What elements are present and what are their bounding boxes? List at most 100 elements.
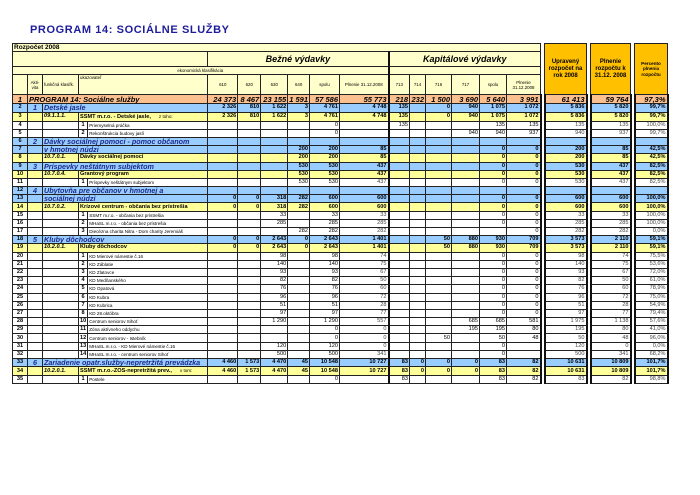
capital-expense-cell: 0 — [451, 357, 481, 368]
capital-expense-cell — [451, 169, 481, 179]
current-expense-cell: 140 — [260, 259, 289, 269]
header-capital-col: 717 — [451, 74, 481, 96]
capital-expense-cell: 0 — [479, 284, 508, 294]
current-expense-cell — [237, 136, 262, 147]
current-expense-cell: 1 290 — [260, 317, 289, 327]
current-expense-cell: 1 401 — [339, 243, 390, 253]
current-expense-cell: 85 — [339, 145, 390, 155]
table-row: 14 10.7.0.2. Krízové centrum - občania bez… — [12, 202, 669, 212]
spacer — [586, 211, 591, 220]
capital-expense-cell — [387, 210, 411, 220]
item-index: 8 — [77, 308, 89, 319]
spacer — [586, 293, 591, 302]
spacer — [540, 284, 545, 293]
percent-cell: 100,0% — [633, 120, 669, 130]
capital-expense-cell — [409, 103, 427, 113]
table-row: 27 8 KD 28.októbra 97 97 77 0 0 97 77 79,4% — [12, 308, 669, 319]
current-expense-cell — [207, 349, 239, 360]
capital-expense-cell: 135 — [506, 120, 542, 130]
group-label: sociálnej núdzi — [41, 194, 209, 204]
capital-expense-cell — [425, 226, 453, 237]
current-expense-cell: 98 — [309, 251, 341, 261]
item-label: Diecézna charita Nitra - Dom charity Jer… — [87, 226, 209, 237]
fulfilment-cell — [589, 136, 632, 147]
functional-class: 10.7.0.2. — [42, 202, 79, 212]
current-expense-cell — [207, 153, 239, 163]
table-row: 10 10.7.0.4. Grantový program 530 530 437 0 0 53… — [12, 169, 669, 179]
activity-number — [27, 218, 43, 229]
fulfilment-cell: 59 764 — [589, 94, 632, 105]
current-expense-cell: 0 — [309, 120, 341, 130]
capital-expense-cell — [409, 317, 427, 327]
percent-cell: 57,6% — [633, 317, 669, 327]
capital-expense-cell — [409, 375, 427, 385]
capital-expense-cell — [409, 308, 427, 319]
current-expense-cell — [237, 226, 262, 237]
capital-expense-cell — [451, 194, 481, 204]
capital-expense-cell: 940 — [451, 103, 481, 113]
capital-expense-cell — [451, 333, 481, 343]
capital-expense-cell: 82 — [506, 366, 542, 377]
item-label: Centrum seniorov Sihoť — [87, 317, 209, 327]
item-label: KD Záblatie — [87, 259, 209, 269]
adjusted-budget-cell: 200 — [543, 145, 588, 155]
item-index: 13 — [77, 341, 89, 351]
current-expense-cell: 4 748 — [339, 103, 390, 113]
current-expense-cell: 96 — [260, 292, 289, 302]
capital-expense-cell — [451, 218, 481, 229]
table-row: 16 2 MHaSL m.r.o. - občania bez prístrešia… — [12, 218, 669, 229]
capital-expense-cell: 50 — [425, 235, 453, 245]
capital-expense-cell — [387, 177, 411, 188]
current-expense-cell — [287, 120, 311, 130]
percent-cell: 59,1% — [633, 235, 669, 245]
adjusted-budget-cell: 10 631 — [543, 357, 588, 368]
adjusted-budget-cell: 940 — [543, 128, 588, 138]
adjusted-budget-cell: 530 — [543, 177, 588, 188]
capital-expense-cell — [451, 251, 481, 261]
row-number: 16 — [12, 218, 28, 229]
header-plnenie: Plnenie rozpočtu k 31.12. 2008 — [590, 42, 632, 96]
header-funk: funkčná klasifk. — [42, 74, 79, 96]
percent-cell — [633, 186, 669, 196]
capital-expense-cell: 930 — [479, 243, 508, 253]
fulfilment-cell: 282 — [589, 226, 632, 237]
activity-number — [27, 284, 43, 294]
capital-expense-cell — [506, 341, 542, 351]
capital-expense-cell — [409, 243, 427, 253]
current-expense-cell: 341 — [339, 349, 390, 360]
capital-expense-cell — [479, 136, 508, 147]
current-expense-cell: 77 — [339, 308, 390, 319]
current-expense-cell: 93 — [309, 267, 341, 278]
capital-expense-cell — [425, 120, 453, 130]
current-expense-cell: 0 — [339, 325, 390, 335]
fulfilment-cell: 2 110 — [589, 243, 632, 253]
item-index: 1 — [77, 375, 89, 385]
spacer — [630, 112, 635, 122]
capital-expense-cell: 940 — [479, 128, 508, 138]
fulfilment-cell: 72 — [589, 292, 632, 302]
functional-class — [42, 276, 79, 286]
spacer — [540, 153, 545, 162]
row-number: 24 — [12, 284, 28, 294]
fulfilment-cell: 1 138 — [589, 317, 632, 327]
capital-expense-cell — [425, 276, 453, 286]
current-expense-cell: 437 — [339, 169, 390, 179]
spacer — [586, 112, 591, 122]
percent-cell: 61,0% — [633, 276, 669, 286]
capital-expense-cell — [451, 202, 481, 212]
activity-number — [27, 111, 43, 122]
capital-expense-cell — [451, 267, 481, 278]
spacer — [540, 129, 545, 138]
spacer — [630, 325, 635, 334]
current-expense-cell: 1 573 — [237, 357, 262, 368]
current-expense-cell: 0 — [309, 333, 341, 343]
header-ukaz: ukazovateľ — [77, 74, 209, 96]
spacer — [540, 309, 545, 318]
current-expense-cell: 4 470 — [260, 366, 289, 377]
spacer — [540, 186, 545, 195]
capital-expense-cell: 0 — [479, 308, 508, 319]
current-expense-cell: 437 — [339, 161, 390, 171]
header-current: Bežné výdavky — [207, 51, 390, 68]
fulfilment-cell: 10 809 — [589, 366, 632, 377]
header-econ-capital — [387, 66, 542, 76]
